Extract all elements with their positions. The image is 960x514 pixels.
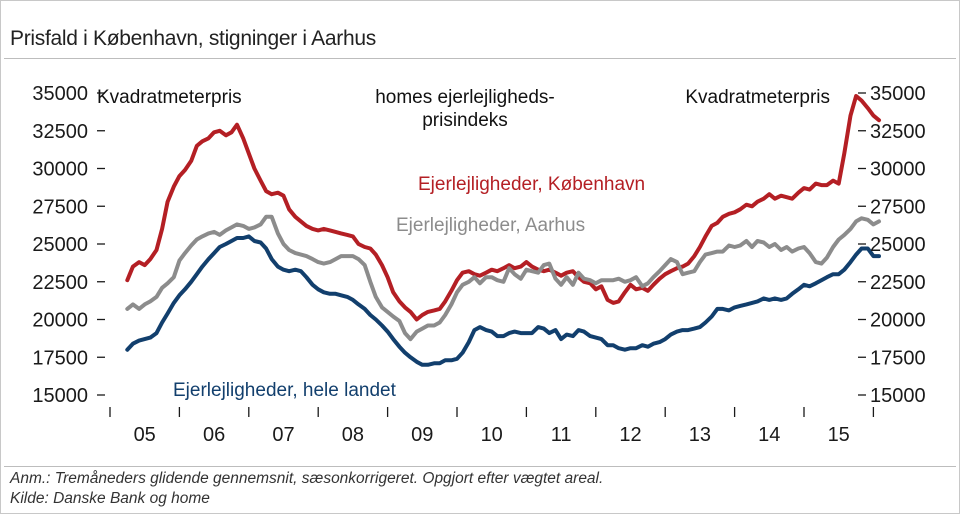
x-tick-label: 11 (551, 424, 572, 446)
y-tick-label-left: 27500 (32, 196, 88, 218)
x-tick-label: 09 (411, 424, 433, 446)
x-tick-label: 13 (689, 424, 711, 446)
x-tick-label: 15 (828, 424, 850, 446)
series-line-aarhus (125, 214, 881, 342)
y-tick-label-right: 30000 (870, 159, 926, 181)
y-tick-label-right: 22500 (870, 272, 926, 294)
footer-divider (4, 466, 956, 467)
y-tick-label-right: 15000 (870, 385, 926, 407)
right-axis-label: Kvadratmeterpris (685, 87, 830, 108)
source-note: Kilde: Danske Bank og home (10, 490, 210, 507)
y-tick-label-right: 35000 (870, 83, 926, 105)
chart-axes (97, 92, 875, 417)
y-tick-label-left: 32500 (32, 121, 88, 143)
y-tick-label-right: 25000 (870, 234, 926, 256)
x-tick-label: 10 (481, 424, 503, 446)
series-label-copenhagen: Ejerlejligheder, København (418, 174, 645, 195)
y-tick-label-right: 32500 (870, 121, 926, 143)
y-tick-label-right: 17500 (870, 347, 926, 369)
chart-title: Prisfald i København, stigninger i Aarhu… (10, 27, 376, 50)
series-label-aarhus: Ejerlejligheder, Aarhus (396, 215, 585, 236)
y-tick-label-left: 22500 (32, 272, 88, 294)
y-tick-label-left: 25000 (32, 234, 88, 256)
chart-series (125, 94, 881, 367)
y-tick-label-left: 30000 (32, 159, 88, 181)
x-tick-label: 12 (619, 424, 641, 446)
series-label-national: Ejerlejligheder, hele landet (173, 380, 397, 401)
center-annotation-line-2: prisindeks (422, 110, 508, 131)
chart-labels: 15000 15000 17500 17500 20000 20000 22500 22500… (32, 83, 925, 446)
footnote: Anm.: Tremåneders glidende gennemsnit, s… (10, 470, 604, 487)
center-annotation-line-1: homes ejerlejligheds- (375, 87, 555, 108)
x-tick-label: 06 (203, 424, 225, 446)
left-axis-label: Kvadratmeterpris (97, 87, 242, 108)
series-line-copenhagen (125, 94, 881, 322)
series-line-national (125, 234, 881, 367)
x-tick-label: 08 (342, 424, 364, 446)
y-tick-label-left: 20000 (32, 310, 88, 332)
line-chart: 15000 15000 17500 17500 20000 20000 22500 22500… (32, 83, 925, 446)
y-tick-label-right: 20000 (870, 310, 926, 332)
y-tick-label-left: 15000 (32, 385, 88, 407)
x-tick-label: 07 (272, 424, 294, 446)
x-tick-label: 05 (134, 424, 156, 446)
y-tick-label-right: 27500 (870, 196, 926, 218)
y-tick-label-left: 17500 (32, 347, 88, 369)
y-tick-label-left: 35000 (32, 83, 88, 105)
title-divider (4, 58, 956, 59)
x-tick-label: 14 (758, 424, 780, 446)
